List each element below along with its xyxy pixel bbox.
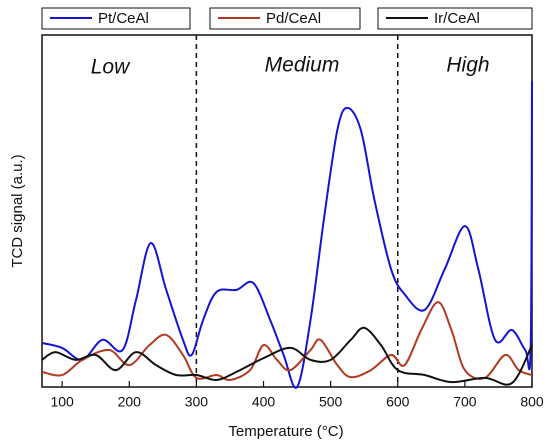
legend-box (209, 7, 361, 30)
x-tick-label: 600 (386, 394, 410, 410)
legend-box (377, 7, 533, 30)
y-axis-label: TCD signal (a.u.) (9, 154, 26, 267)
x-tick-label: 700 (453, 394, 477, 410)
x-tick-label: 400 (252, 394, 276, 410)
legend-label: Pt/CeAl (98, 10, 149, 27)
series-line (41, 301, 533, 381)
region-label: Low (91, 56, 131, 79)
x-tick-label: 200 (118, 394, 142, 410)
legend-box (41, 7, 191, 30)
x-tick-label: 500 (319, 394, 343, 410)
legend-label: Ir/CeAl (434, 10, 480, 27)
region-label: High (446, 54, 489, 77)
series-line (41, 326, 533, 386)
x-tick-label: 300 (185, 394, 209, 410)
series-line (41, 80, 533, 389)
x-tick-label: 100 (50, 394, 74, 410)
x-axis-label: Temperature (°C) (228, 423, 343, 440)
plot-frame (41, 34, 533, 388)
region-label: Medium (265, 54, 340, 77)
legend-label: Pd/CeAl (266, 10, 321, 27)
x-tick-label: 800 (520, 394, 544, 410)
